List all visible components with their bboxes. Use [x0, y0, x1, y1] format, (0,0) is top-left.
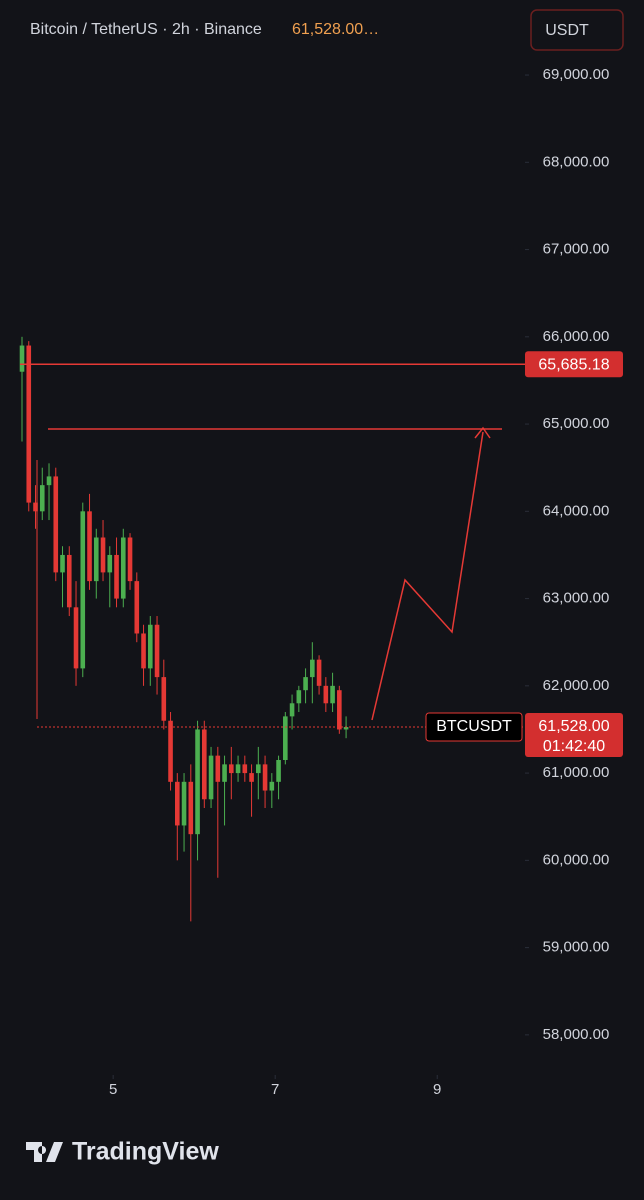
y-tick-label: 66,000.00 — [543, 328, 610, 345]
candle-body — [168, 720, 173, 782]
y-tick-label: 67,000.00 — [543, 241, 610, 258]
y-tick-label: 61,000.00 — [543, 764, 610, 781]
candle-body — [66, 554, 72, 608]
candle-body — [114, 554, 119, 599]
candle-body — [303, 677, 308, 691]
candle-body — [107, 554, 113, 573]
candle-body — [249, 773, 254, 782]
candle-body — [262, 764, 268, 791]
projection-arrowhead — [474, 426, 491, 439]
candle-body — [161, 677, 167, 721]
candle-body — [141, 633, 146, 669]
symbol-label: BTCUSDT — [436, 718, 512, 735]
y-tick-label: 69,000.00 — [543, 66, 610, 83]
y-tick-label: 68,000.00 — [543, 153, 610, 170]
logo: TradingView — [26, 1138, 219, 1166]
candle-body — [181, 781, 187, 826]
candle-body — [174, 781, 180, 826]
candle-body — [73, 607, 79, 669]
brand-name: TradingView — [72, 1138, 219, 1166]
candle-body — [330, 685, 335, 704]
candle-body — [343, 727, 349, 730]
candle-body — [33, 502, 38, 512]
x-tick-label: 5 — [109, 1081, 117, 1098]
price-line-label: 65,685.18 — [538, 356, 609, 373]
current-price-box — [525, 713, 623, 758]
candle-body — [256, 764, 261, 774]
candle-body — [215, 755, 221, 782]
y-tick-label: 62,000.00 — [543, 677, 610, 694]
logo-mark — [26, 1142, 63, 1162]
candle-body — [222, 764, 227, 782]
countdown-label: 01:42:40 — [543, 738, 605, 755]
candle-body — [134, 581, 140, 634]
candle-body — [195, 729, 200, 835]
candle-body — [310, 659, 315, 678]
x-tick-label: 9 — [433, 1081, 441, 1098]
candle-body — [26, 345, 32, 503]
candle-body — [80, 511, 86, 669]
header-price: 61,528.00… — [292, 21, 379, 38]
candle-body — [289, 703, 295, 717]
candle-body — [19, 345, 25, 372]
candle-body — [46, 476, 52, 486]
y-tick-label: 60,000.00 — [543, 851, 610, 868]
candle-body — [202, 729, 207, 800]
candle-body — [283, 716, 288, 761]
y-tick-label: 65,000.00 — [543, 415, 610, 432]
candle-body — [147, 624, 153, 669]
chart-title: Bitcoin / TetherUS · 2h · Binance — [30, 21, 262, 38]
current-price-label: 61,528.00 — [538, 718, 609, 735]
candle-body — [120, 537, 126, 599]
candle-body — [39, 485, 45, 512]
y-tick-label: 58,000.00 — [543, 1026, 610, 1043]
candle-body — [53, 476, 59, 573]
x-tick-label: 7 — [271, 1081, 279, 1098]
candle-body — [188, 781, 194, 835]
symbol-box — [425, 712, 523, 742]
price-line-label-box — [525, 351, 623, 378]
y-tick-label: 64,000.00 — [543, 502, 610, 519]
candle-body — [269, 781, 275, 791]
candle-body — [87, 511, 92, 582]
candle-body — [242, 764, 248, 774]
candle-body — [316, 659, 322, 686]
candle-body — [337, 690, 342, 730]
candle-body — [235, 764, 241, 774]
candle-body — [229, 764, 234, 774]
plot-area: 58,000.00 59,000.00 60,000.00 61,000.00 62,0… — [19, 66, 623, 1098]
currency-button[interactable] — [530, 9, 624, 51]
projection-path — [371, 431, 484, 721]
candle-body — [208, 755, 214, 800]
candle-body — [93, 537, 99, 582]
candle-body — [60, 554, 65, 573]
candle-body — [100, 537, 106, 573]
candle-body — [154, 624, 160, 678]
candle-body — [276, 760, 281, 782]
y-tick-label: 59,000.00 — [543, 939, 610, 956]
candle-body — [323, 685, 329, 704]
candle-body — [296, 690, 302, 704]
currency-label[interactable]: USDT — [545, 22, 589, 39]
candle-body — [127, 537, 133, 582]
y-tick-label: 63,000.00 — [543, 590, 610, 607]
